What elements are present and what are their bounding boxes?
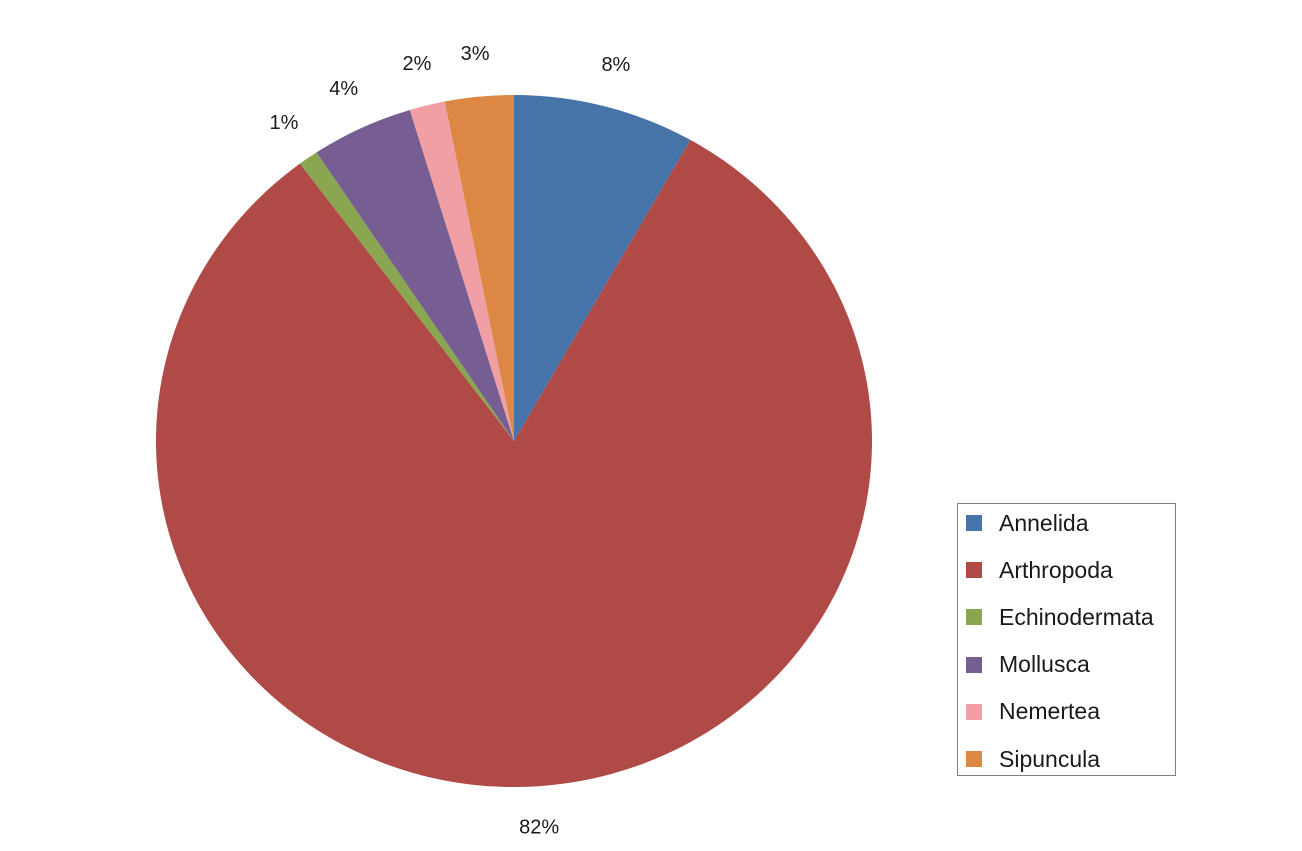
legend-label: Arthropoda: [999, 556, 1113, 583]
legend-item-mollusca: Mollusca: [966, 651, 1090, 678]
legend-item-nemertea: Nemertea: [966, 698, 1100, 725]
legend-swatch: [966, 515, 982, 531]
pie-slice-annelida: [514, 95, 691, 441]
pie-slice-mollusca: [316, 109, 514, 441]
legend-label: Echinodermata: [999, 603, 1154, 630]
legend-swatch: [966, 609, 982, 626]
legend-label: Nemertea: [999, 698, 1100, 725]
pie-slice-echinodermata: [299, 152, 514, 441]
slice-label-annelida: 8%: [601, 54, 630, 76]
pie-slice-arthropoda: [156, 139, 873, 788]
legend-swatch: [966, 751, 982, 767]
slice-label-echinodermata: 1%: [270, 112, 299, 134]
legend-label: Sipuncula: [999, 745, 1101, 772]
legend-swatch: [966, 656, 982, 673]
chart-legend: Annelida Arthropoda Echinodermata Mollusca N…: [957, 503, 1176, 776]
pie-labels: 8% 82% 1% 4% 2% 3%: [270, 43, 631, 838]
legend-swatch: [966, 703, 982, 720]
slice-label-arthropoda: 82%: [519, 816, 559, 838]
pie-slice-sipuncula: [444, 95, 514, 441]
legend-item-sipuncula: Sipuncula: [966, 746, 1100, 772]
legend-label: Mollusca: [999, 651, 1090, 678]
slice-label-mollusca: 4%: [329, 78, 358, 100]
legend-item-arthropoda: Arthropoda: [966, 557, 1113, 583]
legend-item-annelida: Annelida: [966, 510, 1089, 536]
legend-swatch: [966, 562, 982, 579]
pie-slices: [156, 95, 873, 788]
pie-slice-nemertea: [409, 101, 514, 441]
slice-label-nemertea: 2%: [403, 53, 432, 75]
legend-label: Annelida: [999, 509, 1089, 536]
legend-item-echinodermata: Echinodermata: [966, 604, 1154, 630]
slice-label-sipuncula: 3%: [461, 43, 490, 65]
